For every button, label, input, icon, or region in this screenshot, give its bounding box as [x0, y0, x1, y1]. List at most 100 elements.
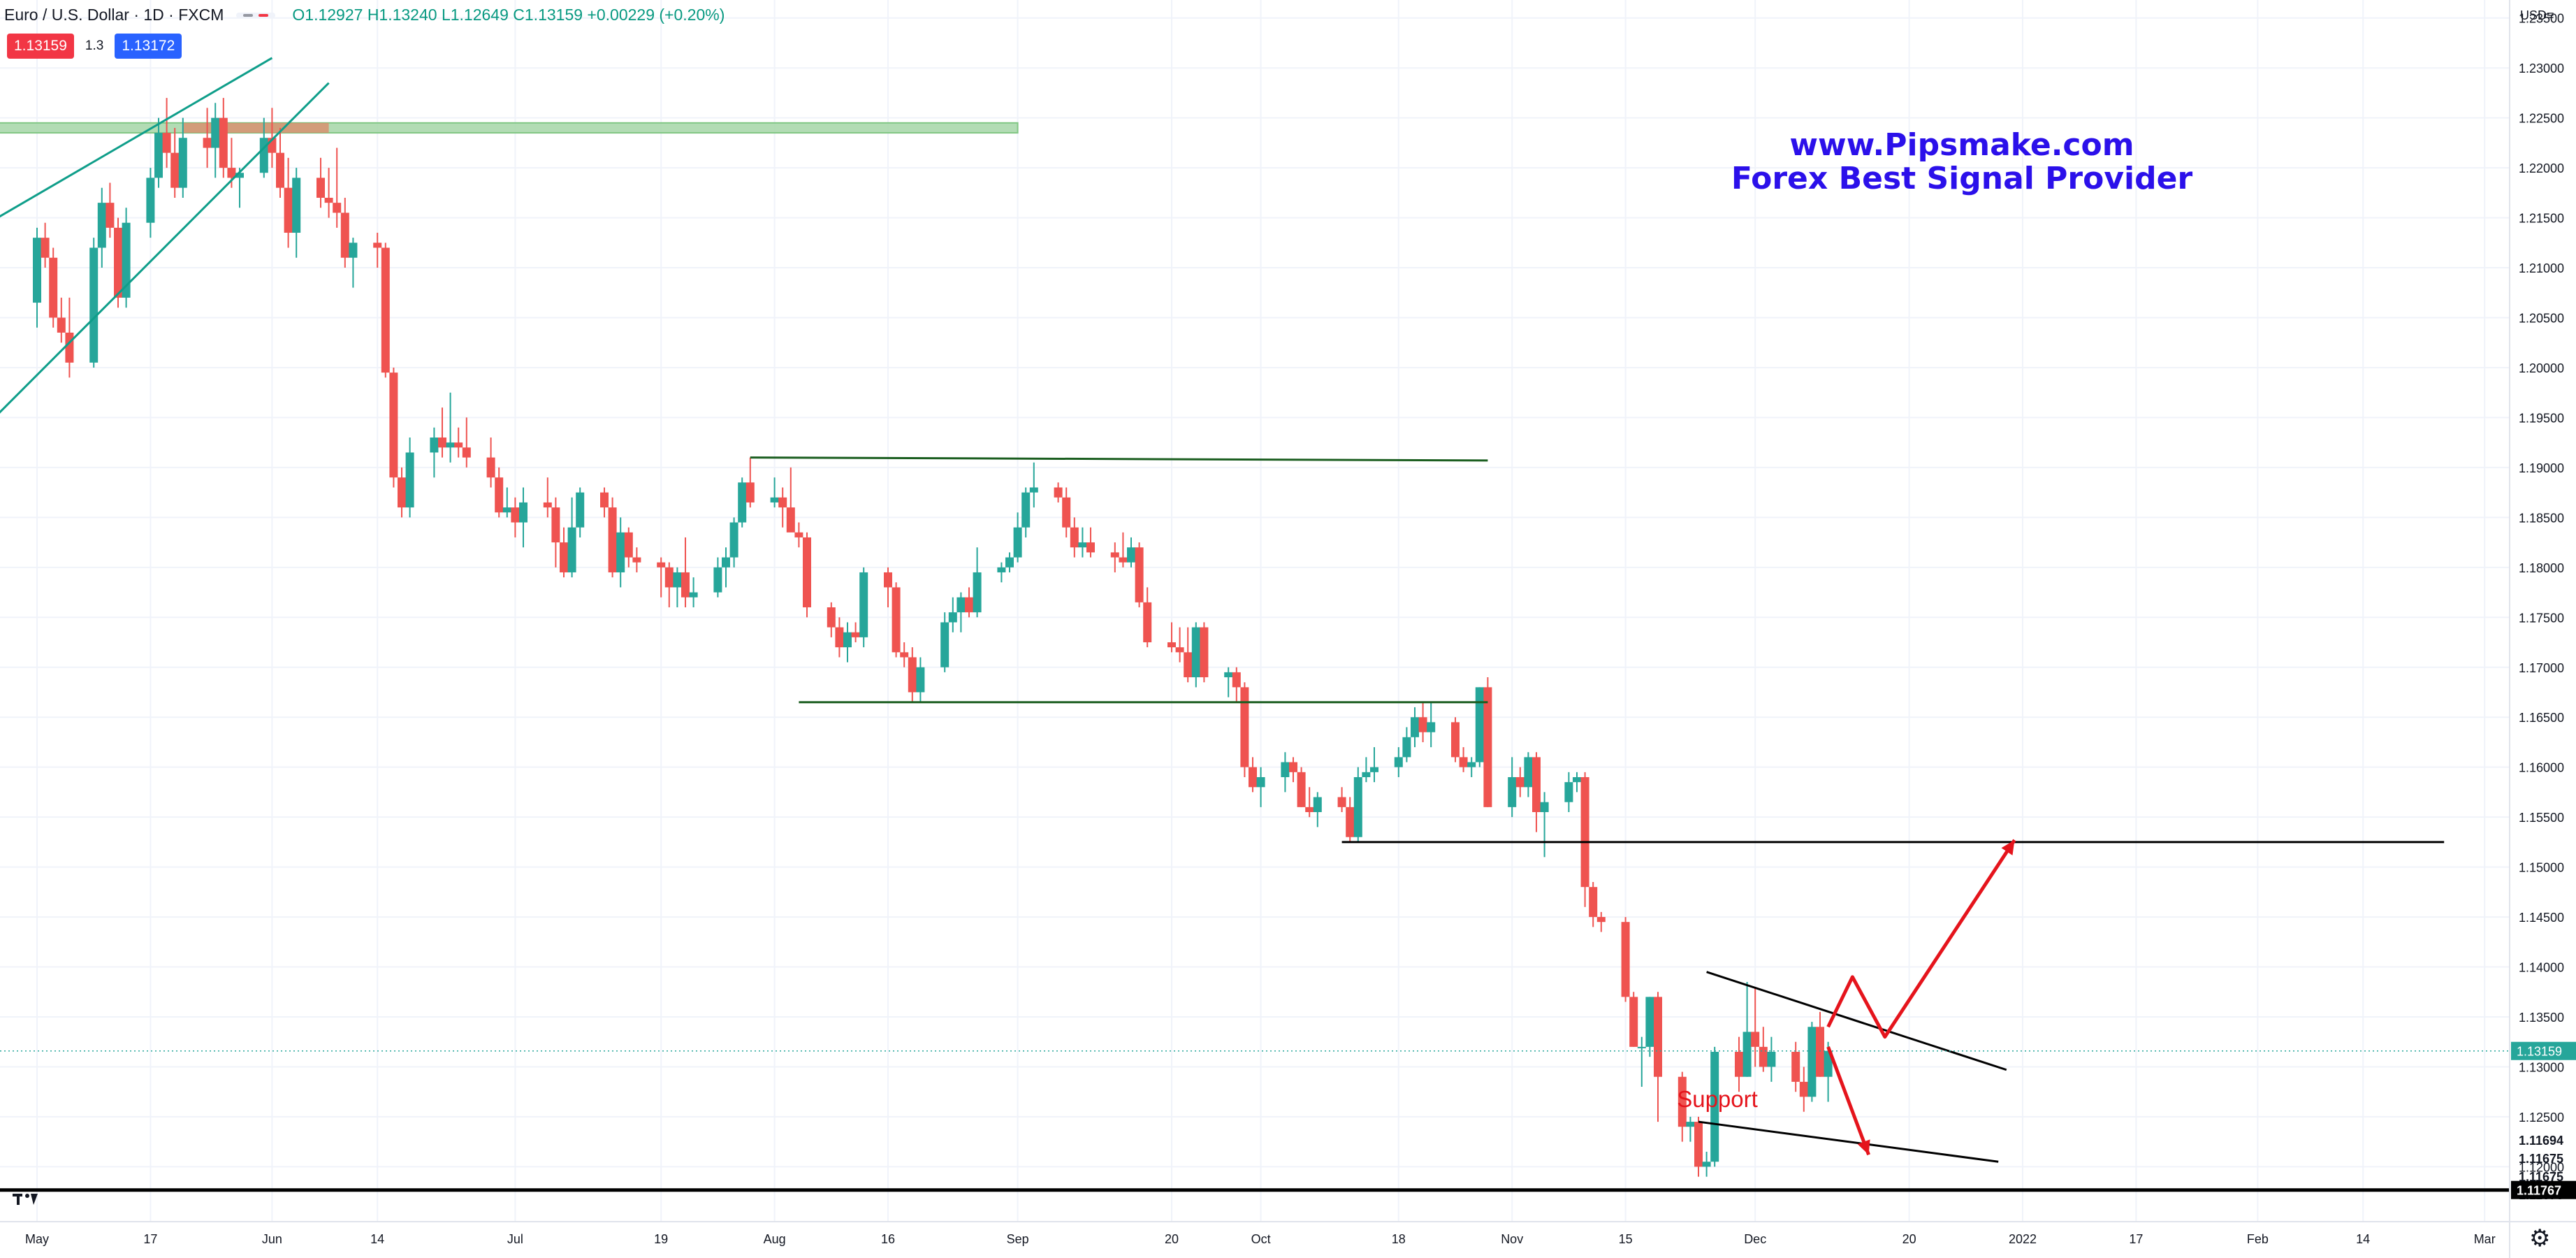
- candle-body: [908, 657, 917, 693]
- price-tick-label: 1.12500: [2519, 1111, 2564, 1125]
- candle-body: [1143, 602, 1152, 643]
- price-tick-label: 1.17000: [2519, 661, 2564, 675]
- change-value: +0.00229 (+0.20%): [587, 6, 725, 24]
- candle-body: [1596, 917, 1606, 923]
- candle-body: [227, 168, 236, 178]
- candle-body: [1451, 722, 1460, 758]
- wedge-lower-line: [1698, 1120, 1999, 1163]
- candle-body: [1540, 802, 1549, 812]
- candle-body: [608, 507, 617, 572]
- candle-body: [794, 532, 803, 537]
- channel-upper-line: [0, 57, 273, 218]
- candle-body: [57, 317, 66, 333]
- candle-body: [624, 532, 633, 558]
- time-tick-label: May: [25, 1232, 49, 1246]
- candle-body: [1086, 542, 1095, 553]
- bullish-arrow: [1826, 839, 2016, 1039]
- candle-body: [673, 572, 682, 588]
- candle-body: [502, 507, 511, 513]
- candle-body: [632, 557, 641, 563]
- candle-body: [1013, 527, 1022, 558]
- symbol-header: Euro / U.S. Dollar · 1D · FXCM O1.12927 …: [4, 6, 725, 24]
- candle-body: [1353, 776, 1362, 837]
- candle-body: [1751, 1032, 1760, 1047]
- bearish-arrow: [1826, 1046, 1870, 1156]
- candle-body: [664, 567, 674, 588]
- candle-body: [33, 238, 41, 303]
- candle-body: [827, 607, 836, 628]
- candle-body: [154, 133, 163, 178]
- time-tick-label: Aug: [764, 1232, 786, 1246]
- time-tick-label: 15: [1619, 1232, 1633, 1246]
- currency-selector[interactable]: USD≡: [2520, 8, 2554, 22]
- candle-body: [340, 212, 349, 258]
- price-tick-label: 1.18500: [2519, 511, 2564, 525]
- candle-body: [1249, 767, 1257, 788]
- candle-body: [1110, 552, 1119, 558]
- candle-body: [511, 507, 520, 523]
- candle-body: [486, 457, 495, 478]
- candle-body: [259, 138, 268, 173]
- gear-icon[interactable]: ⚙: [2529, 1225, 2551, 1252]
- candle-body: [1346, 807, 1355, 837]
- candle-body: [1686, 1122, 1695, 1127]
- candle-body: [1645, 997, 1654, 1047]
- candle-body: [1062, 497, 1071, 528]
- tradingview-logo-icon[interactable]: [13, 1188, 41, 1210]
- time-tick-label: Jun: [262, 1232, 282, 1246]
- candle-body: [146, 178, 155, 223]
- time-tick-label: Sep: [1007, 1232, 1029, 1246]
- time-tick-label: 19: [654, 1232, 668, 1246]
- candle-series: [33, 98, 1833, 1177]
- candle-body: [1119, 557, 1128, 563]
- candle-body: [576, 492, 585, 528]
- candle-body: [1710, 1052, 1719, 1162]
- range-top-line: [750, 456, 1488, 462]
- candle-body: [997, 567, 1006, 572]
- price-tick-label: 1.11675: [2519, 1170, 2563, 1184]
- candle-body: [965, 597, 973, 613]
- candle-body: [519, 502, 527, 523]
- time-tick-label: 20: [1165, 1232, 1179, 1246]
- support-price-tag: [2511, 1180, 2576, 1199]
- symbol-title[interactable]: Euro / U.S. Dollar · 1D · FXCM: [4, 6, 224, 24]
- resistance-overlap: [182, 122, 329, 133]
- price-tick-label: 1.14500: [2519, 911, 2564, 925]
- candle-body: [162, 133, 171, 153]
- price-tick-label: 1.15000: [2519, 861, 2564, 875]
- candle-body: [430, 438, 439, 453]
- candle-body: [803, 537, 811, 607]
- candle-body: [276, 152, 284, 188]
- price-tick-label: 1.14000: [2519, 961, 2564, 975]
- buy-button[interactable]: 1.13172: [115, 34, 182, 59]
- candle-body: [1021, 492, 1031, 528]
- candle-body: [105, 203, 115, 228]
- indicator-toggle[interactable]: [236, 12, 276, 18]
- price-tick-label: 1.22500: [2519, 112, 2564, 126]
- candle-body: [1467, 762, 1476, 767]
- candle-body: [1256, 776, 1265, 788]
- candle-body: [1078, 542, 1087, 548]
- wedge-upper-line: [1706, 971, 2007, 1071]
- time-tick-label: 20: [1902, 1232, 1916, 1246]
- price-axis: 1.23500 1.23000 1.22500 1.22000 1.21500 1.210…: [2519, 12, 2564, 1202]
- price-tick-label: 1.19000: [2519, 461, 2564, 475]
- candle-body: [454, 442, 463, 448]
- candle-body: [1759, 1046, 1768, 1067]
- high-value: H1.13240: [367, 6, 437, 24]
- sell-button[interactable]: 1.13159: [7, 34, 74, 59]
- candle-body: [462, 447, 471, 458]
- candle-body: [1694, 1122, 1703, 1167]
- candle-body: [1791, 1052, 1800, 1082]
- channel-lower-line: [0, 82, 330, 414]
- candle-body: [1005, 557, 1014, 567]
- candle-body: [1735, 1052, 1743, 1077]
- candle-body: [1029, 487, 1038, 493]
- candle-body: [398, 477, 406, 508]
- candle-body: [1127, 547, 1135, 563]
- candle-body: [373, 243, 382, 248]
- candle-body: [1564, 782, 1573, 802]
- candle-body: [1580, 776, 1589, 888]
